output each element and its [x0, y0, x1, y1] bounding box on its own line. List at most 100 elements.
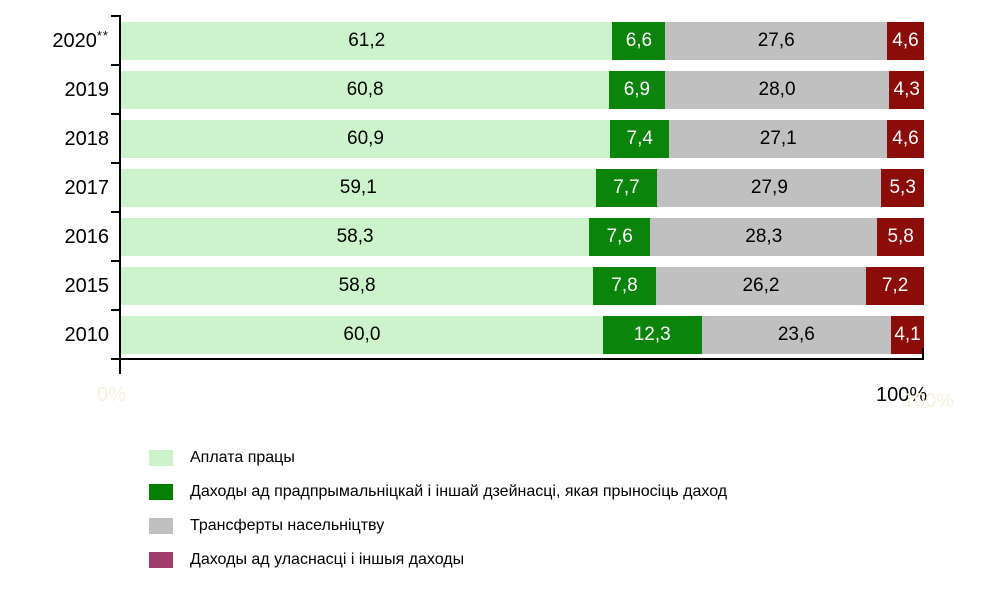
year-label: 2015 — [64, 274, 110, 297]
bar-value-label: 4,6 — [892, 29, 919, 51]
year-label: 2020** — [52, 27, 109, 52]
bar-value-label: 26,2 — [742, 274, 780, 296]
bar-segment-series-4: 7,2 — [866, 266, 924, 305]
y-axis-tick — [111, 309, 120, 311]
legend-label: Даходы ад прадпрымальніцкай і іншай дзей… — [190, 483, 728, 500]
legend-item-1: Аплата працы — [149, 441, 727, 475]
bar-segment-series-2: 7,4 — [610, 119, 670, 158]
bar-segment-series-4: 4,3 — [889, 70, 924, 109]
bar-value-label: 12,3 — [633, 323, 671, 345]
bar-row: 2010 60,0 12,3 23,6 4,1 — [0, 310, 924, 359]
legend-label: Аплата працы — [190, 449, 295, 466]
year-label: 2019 — [64, 78, 110, 101]
bar-value-label: 27,6 — [757, 29, 795, 51]
bar-segment-series-3: 26,2 — [655, 266, 867, 305]
bar-segment-series-3: 27,9 — [657, 168, 882, 207]
bar-segment-series-4: 4,6 — [887, 21, 924, 60]
x-axis-label-100: 100% — [876, 384, 928, 406]
y-axis-line — [119, 15, 121, 374]
x-axis-100-tick — [922, 348, 924, 360]
stacked-bar: 60,8 6,9 28,0 4,3 — [121, 70, 924, 109]
bar-value-label: 58,8 — [338, 274, 376, 296]
x-axis-line — [111, 358, 924, 360]
bar-segment-series-1: 59,1 — [121, 168, 596, 207]
bar-value-label: 6,6 — [625, 29, 653, 51]
bar-segment-series-2: 6,9 — [609, 70, 665, 109]
legend: Аплата працы Даходы ад прадпрымальніцкай … — [149, 441, 727, 577]
stacked-bar: 58,8 7,8 26,2 7,2 — [121, 266, 924, 305]
bar-segment-series-3: 28,0 — [664, 70, 890, 109]
bar-value-label: 4,3 — [893, 78, 920, 100]
bar-segment-series-3: 27,6 — [665, 21, 888, 60]
legend-label: Трансферты насельніцтву — [190, 517, 385, 534]
year-label: 2018 — [64, 127, 110, 150]
bar-segment-series-4: 5,3 — [881, 168, 924, 207]
bar-segment-series-3: 27,1 — [669, 119, 888, 158]
bar-value-label: 27,1 — [759, 127, 797, 149]
bar-value-label: 5,3 — [889, 176, 916, 198]
bar-value-label: 7,8 — [611, 274, 638, 296]
bar-value-label: 60,9 — [347, 127, 384, 149]
bar-row: 2015 58,8 7,8 26,2 7,2 — [0, 261, 924, 310]
bar-value-label: 59,1 — [339, 176, 377, 198]
bar-value-label: 28,3 — [745, 225, 783, 247]
bar-value-label: 7,7 — [613, 176, 640, 198]
x-axis-label-100-ghost: 100% — [903, 390, 955, 412]
y-axis-tick — [111, 260, 120, 262]
bar-segment-series-1: 60,8 — [121, 70, 610, 109]
bar-segment-series-2: 7,7 — [595, 168, 658, 207]
bar-value-label: 6,9 — [623, 78, 651, 100]
year-label: 2017 — [64, 176, 110, 199]
stacked-bar: 61,2 6,6 27,6 4,6 — [121, 21, 924, 60]
bar-segment-series-4: 5,8 — [877, 217, 924, 256]
y-axis-tick — [111, 113, 120, 115]
legend-swatch — [149, 552, 173, 568]
stacked-bar: 60,0 12,3 23,6 4,1 — [121, 315, 924, 354]
bar-row: 2018 60,9 7,4 27,1 4,6 — [0, 114, 924, 163]
bar-row: 2019 60,8 6,9 28,0 4,3 — [0, 65, 924, 114]
bar-value-label: 4,1 — [894, 323, 921, 345]
stacked-bar: 58,3 7,6 28,3 5,8 — [121, 217, 924, 256]
bar-value-label: 7,4 — [626, 127, 653, 149]
bar-segment-series-2: 12,3 — [602, 315, 702, 354]
bar-value-label: 58,3 — [336, 225, 374, 247]
bar-segment-series-1: 58,3 — [121, 217, 590, 256]
bar-segment-series-2: 7,6 — [589, 217, 651, 256]
bar-value-label: 7,2 — [881, 274, 909, 296]
y-axis-tick — [111, 211, 120, 213]
year-label: 2016 — [64, 225, 110, 248]
stacked-bar: 60,9 7,4 27,1 4,6 — [121, 119, 924, 158]
bar-segment-series-4: 4,6 — [887, 119, 924, 158]
legend-swatch — [149, 518, 173, 534]
bar-row: 2017 59,1 7,7 27,9 5,3 — [0, 163, 924, 212]
bars-area: 2020** 61,2 6,6 27,6 4,6 2019 60,8 6,9 28,0 4,3 20… — [0, 16, 924, 359]
bar-value-label: 27,9 — [750, 176, 788, 198]
bar-value-label: 61,2 — [348, 29, 386, 51]
bar-value-label: 5,8 — [887, 225, 914, 247]
legend-item-3: Трансферты насельніцтву — [149, 509, 727, 543]
bar-segment-series-3: 28,3 — [650, 217, 878, 256]
stacked-bar: 59,1 7,7 27,9 5,3 — [121, 168, 924, 207]
bar-value-label: 28,0 — [758, 78, 796, 100]
bar-segment-series-1: 58,8 — [121, 266, 594, 305]
bar-value-label: 7,6 — [606, 225, 633, 247]
bar-row: 2016 58,3 7,6 28,3 5,8 — [0, 212, 924, 261]
bar-value-label: 4,6 — [892, 127, 919, 149]
bar-value-label: 23,6 — [777, 323, 815, 345]
legend-item-4: Даходы ад уласнасці і іншыя даходы — [149, 543, 727, 577]
bar-value-label: 60,8 — [346, 78, 384, 100]
legend-swatch — [149, 484, 173, 500]
year-label-superscript: ** — [96, 27, 109, 43]
year-label: 2010 — [64, 323, 110, 346]
legend-label: Даходы ад уласнасці і іншыя даходы — [190, 551, 465, 568]
x-axis-label-0: 0% — [97, 384, 126, 406]
legend-item-2: Даходы ад прадпрымальніцкай і іншай дзей… — [149, 475, 727, 509]
legend-swatch — [149, 450, 173, 466]
bar-segment-series-2: 7,8 — [593, 266, 656, 305]
y-axis-tick — [111, 15, 120, 17]
y-axis-tick — [111, 64, 120, 66]
bar-segment-series-1: 61,2 — [121, 21, 613, 60]
bar-segment-series-3: 23,6 — [701, 315, 892, 354]
y-axis-tick — [111, 162, 120, 164]
